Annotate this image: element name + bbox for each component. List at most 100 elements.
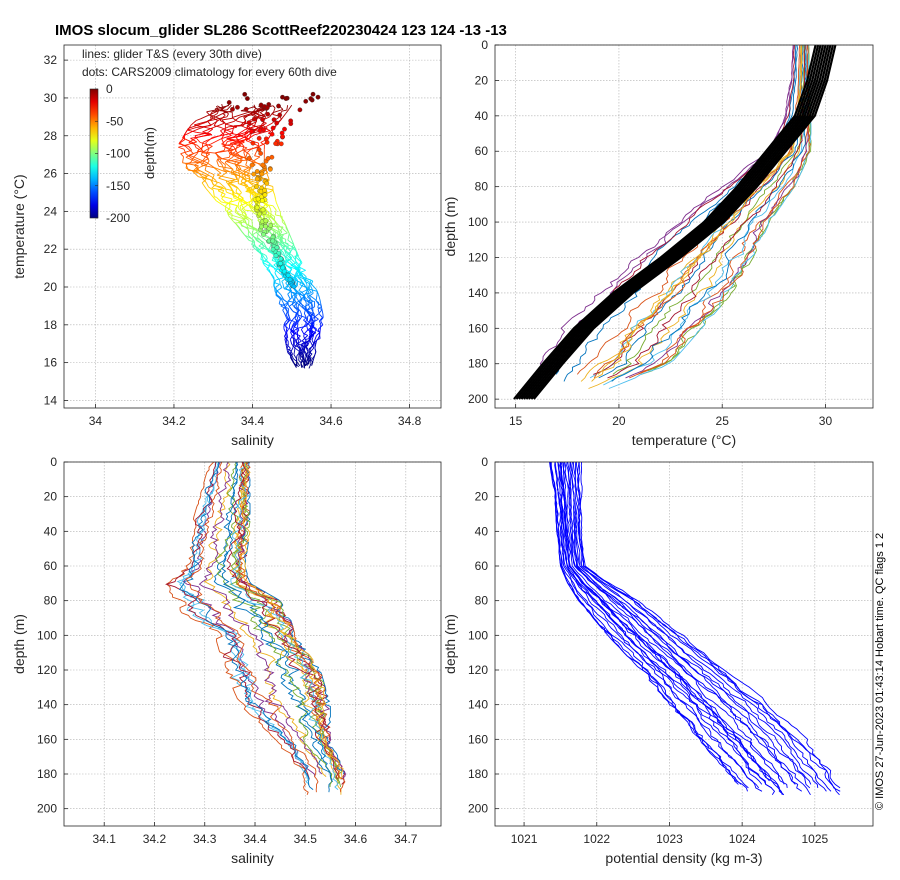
temp-ytick-label-0: 0 (481, 38, 488, 52)
ts-glider-segment (282, 298, 289, 304)
ts-climatology-dot (265, 156, 271, 161)
sal-ytick-label-3: 60 (44, 559, 58, 573)
ts-glider-segment (201, 182, 207, 189)
ts-glider-segment (296, 280, 304, 285)
ts-glider-segment (291, 238, 295, 245)
ts-glider-segment (304, 280, 310, 284)
ts-glider-segment (285, 306, 289, 309)
ts-glider-segment (210, 193, 215, 199)
ts-glider-segment (300, 329, 305, 335)
ts-glider-segment (226, 135, 243, 139)
ts-glider-segment (196, 144, 204, 152)
ts-glider-segment (208, 186, 214, 191)
ts-colorbar-tick-label-3: -150 (106, 179, 130, 193)
ts-glider-segment (248, 191, 255, 196)
ts-glider-segment (275, 293, 283, 300)
ts-glider-segment (279, 303, 285, 307)
ts-glider-segment (294, 320, 298, 327)
ts-glider-segment (303, 317, 307, 321)
ts-ytick-label-5: 24 (44, 204, 58, 218)
ts-glider-segment (251, 194, 255, 201)
ts-glider-segment (285, 261, 287, 266)
dens-data-layer (549, 462, 841, 796)
sal-glider-profile (164, 462, 310, 780)
ts-glider-segment (221, 117, 233, 121)
ts-glider-segment (275, 214, 283, 217)
ts-glider-segment (287, 347, 291, 352)
ts-glider-segment (317, 302, 320, 308)
sal-xlabel: salinity (231, 850, 274, 866)
ts-ytick-label-1: 16 (44, 356, 58, 370)
ts-glider-segment (274, 269, 278, 273)
ts-glider-segment (287, 261, 291, 265)
ts-glider-segment (210, 179, 215, 186)
ts-glider-segment (293, 276, 298, 281)
ts-glider-segment (294, 344, 302, 349)
ts-glider-segment (272, 109, 284, 114)
ts-ytick-label-9: 32 (44, 53, 58, 67)
ts-glider-segment (234, 145, 238, 153)
ts-glider-segment (238, 198, 244, 203)
dens-glider-profile (577, 462, 841, 792)
ts-glider-segment (206, 162, 214, 168)
ts-glider-segment (314, 339, 318, 343)
ts-glider-segment (290, 331, 293, 337)
ts-glider-segment (292, 344, 294, 348)
ts-glider-segment (248, 203, 254, 208)
ts-glider-segment (287, 352, 291, 356)
ts-glider-segment (286, 318, 295, 323)
temp-ytick-label-6: 120 (468, 250, 488, 264)
ts-glider-segment (237, 178, 240, 184)
ts-glider-segment (231, 125, 235, 134)
ts-glider-segment (294, 318, 299, 323)
ts-glider-segment (309, 324, 313, 332)
temp-ytick-label-2: 40 (475, 109, 489, 123)
ts-climatology-dot (260, 117, 265, 122)
ts-diagram-panel: 34 34.2 34.4 34.6 34.8 14 16 18 20 22 24 26 28 30 32 sa… (11, 44, 442, 448)
temp-climatology-line (528, 45, 832, 400)
ts-glider-segment (216, 160, 220, 167)
ts-glider-segment (238, 175, 241, 180)
ts-glider-segment (193, 169, 199, 173)
ts-glider-segment (312, 313, 320, 319)
ts-glider-segment (253, 110, 258, 115)
ts-glider-segment (209, 172, 215, 176)
ts-glider-segment (296, 299, 303, 303)
ts-glider-segment (246, 167, 252, 172)
ts-glider-segment (226, 137, 245, 143)
ts-glider-segment (244, 209, 256, 212)
ts-glider-segment (315, 289, 318, 291)
ts-colorbar-tick-label-2: -100 (106, 147, 130, 161)
ts-glider-segment (243, 111, 254, 119)
temp-ytick-label-10: 200 (468, 392, 488, 406)
ts-glider-segment (228, 202, 231, 208)
ts-glider-segment (310, 307, 313, 311)
ts-glider-segment (278, 299, 281, 305)
ts-glider-segment (304, 333, 308, 336)
ts-glider-segment (307, 296, 313, 302)
ts-glider-segment (219, 110, 233, 113)
ts-glider-segment (301, 274, 306, 282)
temp-ylabel: depth (m) (442, 197, 458, 257)
dens-glider-profile (550, 462, 749, 789)
ts-climatology-dot (242, 92, 248, 97)
ts-glider-segment (294, 312, 298, 320)
temp-climatology-line (530, 45, 834, 400)
ts-glider-segment (257, 109, 260, 114)
ts-climatology-dot (257, 211, 262, 217)
ts-glider-segment (201, 152, 210, 155)
ts-climatology-dot (288, 118, 294, 124)
ts-glider-segment (251, 233, 254, 236)
sal-glider-profile (178, 462, 314, 790)
temp-climatology-line (513, 45, 817, 400)
ts-glider-segment (278, 224, 284, 230)
ts-glider-segment (217, 159, 223, 165)
ts-glider-segment (286, 348, 289, 353)
ts-glider-segment (297, 340, 302, 344)
ts-glider-segment (179, 138, 184, 144)
ts-climatology-dot (249, 129, 254, 134)
ts-glider-segment (287, 293, 291, 300)
ts-glider-segment (300, 269, 306, 273)
ts-glider-segment (205, 188, 209, 192)
temp-xtick-label-3: 30 (819, 414, 833, 428)
